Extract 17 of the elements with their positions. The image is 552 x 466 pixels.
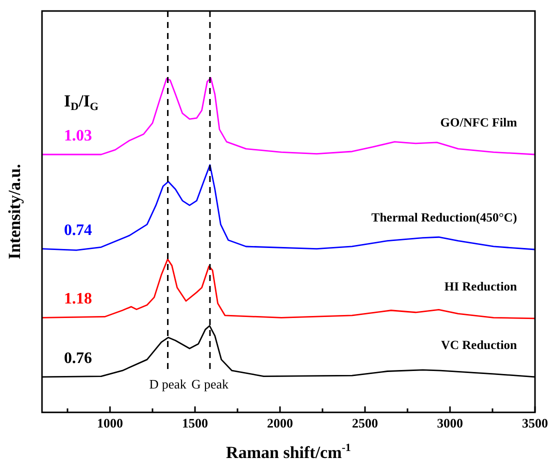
x-tick-label: 2000: [267, 416, 293, 431]
y-axis-title: Intensity/a.u.: [5, 164, 24, 260]
x-tick-label: 1500: [182, 416, 208, 431]
x-tick-label: 1000: [97, 416, 123, 431]
x-tick-label: 3500: [522, 416, 548, 431]
series-label: VC Reduction: [440, 338, 518, 352]
annotation: 0.76: [64, 350, 92, 367]
x-tick-label: 3000: [437, 416, 463, 431]
annotation: 1.18: [64, 290, 92, 308]
x-tick-label: 2500: [352, 416, 378, 431]
ref-line-label: D peak: [149, 376, 187, 392]
series-label: HI Reduction: [444, 279, 518, 294]
series-label: GO/NFC Film: [440, 116, 518, 130]
annotation: 1.03: [64, 128, 92, 144]
series-label: Thermal Reduction(450°C): [371, 210, 518, 224]
annotation: 0.74: [64, 222, 92, 239]
ref-line-label: G peak: [191, 376, 230, 392]
